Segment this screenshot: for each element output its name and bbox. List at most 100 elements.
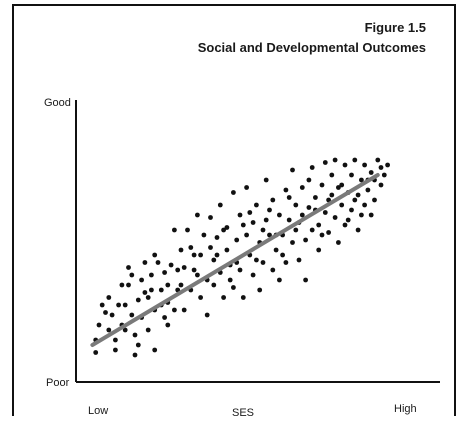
data-point — [191, 252, 197, 258]
data-point — [155, 260, 161, 265]
data-point — [293, 227, 299, 233]
data-point — [319, 232, 325, 238]
data-point — [113, 347, 118, 353]
data-point — [322, 160, 328, 165]
data-point — [290, 167, 295, 173]
y-tick-label-poor: Poor — [46, 377, 70, 389]
data-point — [336, 185, 341, 190]
data-point — [322, 210, 328, 215]
data-point — [286, 195, 292, 200]
data-point — [224, 247, 230, 253]
data-point — [204, 312, 210, 318]
data-point — [355, 192, 361, 198]
data-point — [178, 247, 184, 253]
data-point — [332, 157, 338, 163]
data-point — [296, 257, 302, 263]
data-point — [254, 257, 259, 263]
data-point — [362, 202, 367, 208]
data-point — [319, 182, 325, 188]
data-point — [247, 210, 253, 215]
data-point — [93, 350, 99, 355]
data-point — [270, 197, 276, 203]
data-point — [129, 312, 135, 318]
data-point — [181, 265, 187, 270]
figure-frame — [12, 4, 456, 416]
data-point — [355, 227, 361, 233]
data-point — [198, 252, 204, 258]
data-point — [250, 220, 256, 225]
data-point — [211, 257, 217, 263]
data-point — [326, 197, 331, 203]
trend-line — [90, 173, 380, 347]
data-point — [185, 227, 190, 233]
data-point — [359, 177, 364, 183]
y-tick-label-good: Good — [44, 97, 71, 109]
data-point — [316, 247, 322, 253]
data-point — [162, 270, 168, 275]
data-point — [103, 310, 108, 315]
data-point — [119, 282, 125, 288]
data-point — [139, 277, 145, 283]
data-point — [172, 307, 177, 313]
data-point — [198, 295, 204, 300]
data-point — [162, 315, 168, 320]
data-point — [349, 172, 354, 178]
data-point — [237, 267, 243, 273]
data-point — [126, 282, 131, 288]
data-point — [208, 215, 213, 220]
data-point — [96, 322, 102, 328]
data-point — [277, 277, 282, 283]
data-point — [332, 215, 338, 220]
data-point — [372, 197, 377, 203]
data-point — [385, 162, 390, 168]
data-point — [316, 222, 322, 228]
data-point — [378, 165, 384, 170]
data-point — [336, 240, 341, 245]
x-tick-label-low: Low — [88, 405, 108, 417]
data-point — [267, 207, 272, 213]
chart-title: Social and Developmental Outcomes — [197, 40, 426, 55]
data-point — [293, 202, 299, 208]
data-point — [145, 327, 151, 333]
data-point — [257, 287, 263, 293]
data-point — [349, 207, 354, 213]
data-point — [211, 282, 217, 288]
data-point — [345, 217, 351, 223]
data-point — [240, 295, 246, 300]
data-point — [240, 222, 246, 228]
data-point — [116, 302, 121, 308]
data-point — [231, 190, 236, 195]
data-point — [306, 177, 312, 183]
data-point — [165, 322, 171, 328]
data-point — [339, 202, 345, 208]
data-point — [260, 260, 266, 265]
data-point — [303, 237, 308, 243]
x-axis-label: SES — [232, 407, 254, 419]
data-point — [109, 312, 115, 318]
data-point — [122, 327, 128, 333]
data-point — [214, 252, 220, 258]
data-point — [270, 267, 276, 273]
data-point — [283, 187, 289, 193]
data-point — [142, 290, 148, 295]
data-point — [260, 227, 266, 233]
data-point — [158, 287, 164, 293]
data-point — [342, 162, 348, 168]
data-point — [172, 227, 177, 233]
data-point — [165, 282, 171, 288]
data-point — [352, 157, 358, 163]
data-point — [280, 252, 285, 258]
data-point — [181, 307, 187, 313]
data-point — [217, 202, 223, 208]
data-point — [244, 232, 250, 238]
data-point — [195, 272, 200, 278]
data-point — [263, 177, 269, 183]
data-point — [188, 245, 194, 250]
data-point — [178, 282, 184, 288]
data-point — [145, 295, 151, 300]
x-tick-label-high: High — [394, 403, 417, 415]
data-point — [299, 185, 305, 190]
data-point — [244, 185, 250, 190]
data-point — [191, 267, 197, 273]
data-point — [326, 230, 331, 235]
